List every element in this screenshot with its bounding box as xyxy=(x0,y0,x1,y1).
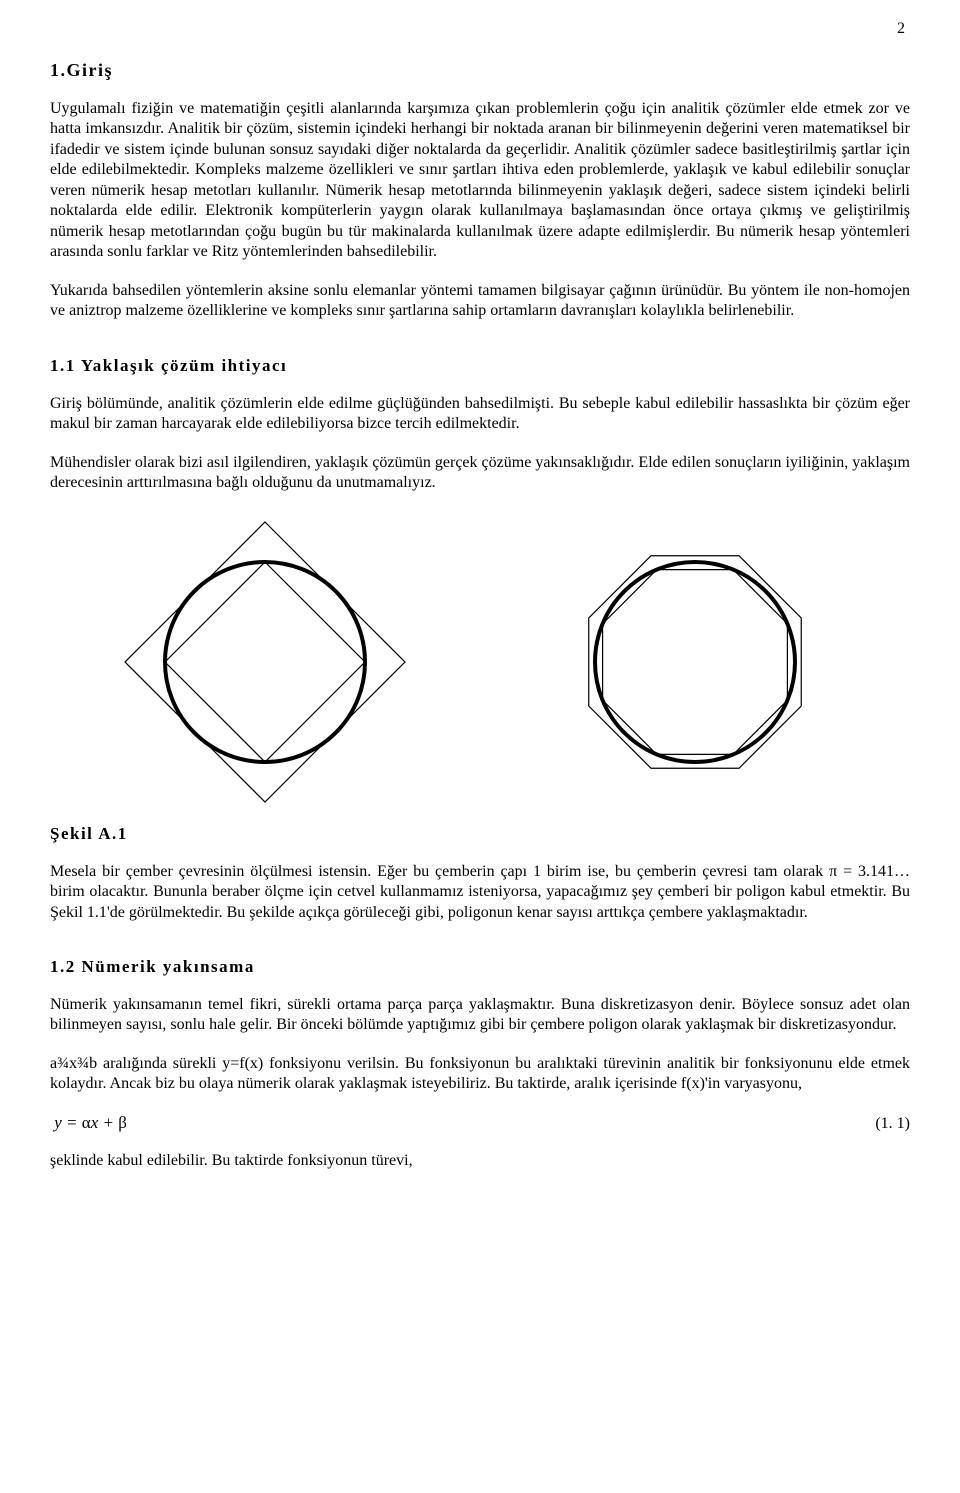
page-number: 2 xyxy=(897,20,905,38)
section-1-2-para-1: Nümerik yakınsamanın temel fikri, sürekl… xyxy=(50,995,910,1036)
figure-a1-para-after: Mesela bir çember çevresinin ölçülmesi i… xyxy=(50,862,910,923)
figure-a1-row xyxy=(50,512,910,812)
equation-1-math: y = αx + β xyxy=(50,1113,127,1133)
equation-1-label: (1. 1) xyxy=(875,1115,910,1133)
equation-1-row: y = αx + β (1. 1) xyxy=(50,1113,910,1133)
section-1-para-2: Yukarıda bahsedilen yöntemlerin aksine s… xyxy=(50,281,910,322)
section-1-2-para-after-eq: şeklinde kabul edilebilir. Bu taktirde f… xyxy=(50,1151,910,1171)
section-1-1-title: 1.1 Yaklaşık çözüm ihtiyacı xyxy=(50,356,910,376)
section-1-1-para-1: Giriş bölümünde, analitik çözümlerin eld… xyxy=(50,394,910,435)
section-1-2-para-2: a¾x¾b aralığında sürekli y=f(x) fonksiyo… xyxy=(50,1054,910,1095)
figure-a1-left-diagram xyxy=(105,512,425,812)
figure-a1-right-diagram xyxy=(535,512,855,812)
figure-a1-left-cell xyxy=(50,512,480,812)
figure-a1-caption: Şekil A.1 xyxy=(50,824,910,844)
section-1-1-para-2: Mühendisler olarak bizi asıl ilgilendire… xyxy=(50,453,910,494)
section-1-title: 1.Giriş xyxy=(50,60,910,81)
figure-a1-right-cell xyxy=(480,512,910,812)
section-1-para-1: Uygulamalı fiziğin ve matematiğin çeşitl… xyxy=(50,99,910,263)
section-1-2-title: 1.2 Nümerik yakınsama xyxy=(50,957,910,977)
